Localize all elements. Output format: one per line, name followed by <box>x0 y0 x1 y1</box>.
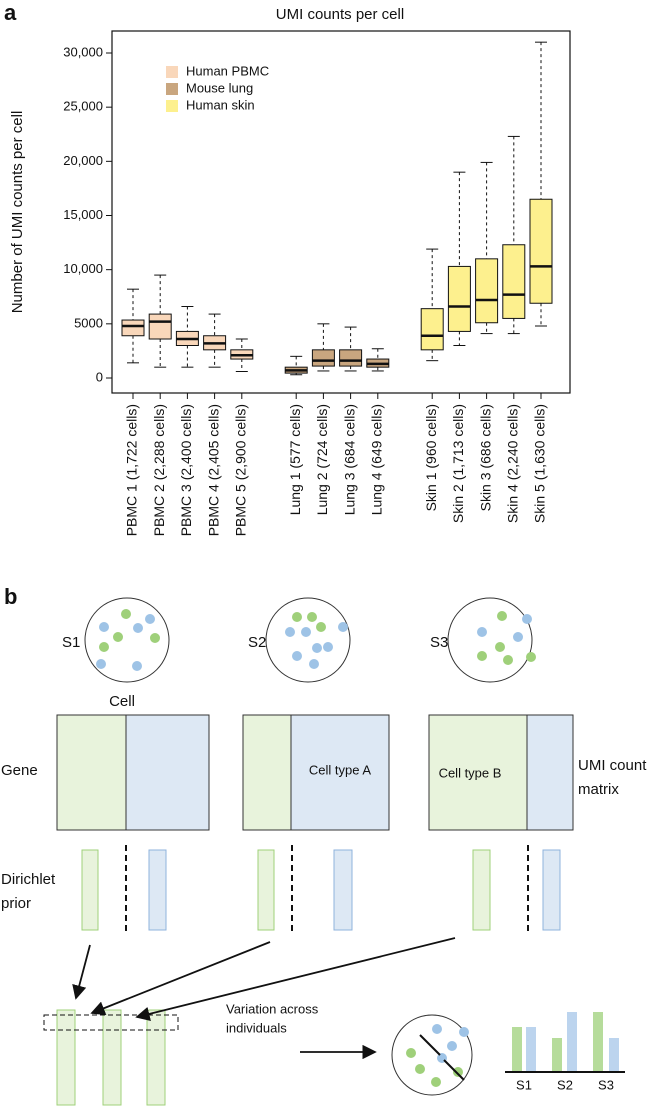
y-axis-label: Number of UMI counts per cell <box>9 111 26 314</box>
legend-swatch <box>166 66 178 78</box>
box <box>420 308 444 351</box>
sample-label: S2 <box>248 634 266 651</box>
y-tick-label: 30,000 <box>63 44 103 59</box>
x-tick-label: PBMC 5 (2,900 cells) <box>233 404 249 536</box>
x-tick-label: Lung 3 (684 cells) <box>341 404 357 515</box>
x-tick-label: PBMC 1 (1,722 cells) <box>124 404 140 536</box>
legend-label: Mouse lung <box>186 80 253 95</box>
box <box>502 244 526 319</box>
y-tick-label: 5000 <box>74 315 103 330</box>
y-tick-label: 25,000 <box>63 99 103 114</box>
panel-label: b <box>4 584 17 609</box>
box <box>121 319 145 337</box>
box <box>148 313 172 340</box>
panel-label: a <box>4 0 17 25</box>
legend-label: Human skin <box>186 97 255 112</box>
prior-label: Dirichlet <box>1 871 56 888</box>
box <box>447 265 471 332</box>
box <box>529 198 553 304</box>
plot-frame <box>111 30 571 394</box>
x-tick-label: Skin 2 (1,713 cells) <box>450 404 466 523</box>
y-tick-label: 10,000 <box>63 261 103 276</box>
box <box>475 258 499 324</box>
x-tick-label: Skin 1 (960 cells) <box>423 404 439 511</box>
cell-type-label: Cell type A <box>309 762 371 777</box>
bar-label: S1 <box>516 1077 532 1092</box>
gene-label: Gene <box>1 762 38 779</box>
box <box>339 349 363 367</box>
box <box>311 349 335 367</box>
x-tick-label: PBMC 4 (2,405 cells) <box>205 404 221 536</box>
variation-label: Variation across <box>226 1001 319 1016</box>
legend-swatch <box>166 83 178 95</box>
y-tick-label: 0 <box>96 369 103 384</box>
chart-title: UMI counts per cell <box>276 6 404 23</box>
x-tick-label: PBMC 3 (2,400 cells) <box>178 404 194 536</box>
x-tick-label: Skin 3 (686 cells) <box>477 404 493 511</box>
cell-label: Cell <box>109 693 135 710</box>
matrix-label: UMI count <box>578 757 647 774</box>
bar-label: S3 <box>598 1077 614 1092</box>
x-tick-label: Skin 4 (2,240 cells) <box>505 404 521 523</box>
y-tick-label: 15,000 <box>63 207 103 222</box>
legend-swatch <box>166 100 178 112</box>
x-tick-label: Lung 1 (577 cells) <box>287 404 303 515</box>
diagram <box>43 597 625 1106</box>
sample-label: S3 <box>430 634 448 651</box>
legend-label: Human PBMC <box>186 63 269 78</box>
y-tick-label: 20,000 <box>63 153 103 168</box>
variation-label: individuals <box>226 1020 287 1035</box>
matrix-label: matrix <box>578 781 619 798</box>
sample-label: S1 <box>62 634 80 651</box>
cell-type-label: Cell type B <box>439 765 502 780</box>
bar-label: S2 <box>557 1077 573 1092</box>
x-tick-label: Lung 4 (649 cells) <box>369 404 385 515</box>
x-tick-label: Skin 5 (1,630 cells) <box>532 404 548 523</box>
x-tick-label: PBMC 2 (2,288 cells) <box>151 404 167 536</box>
x-tick-label: Lung 2 (724 cells) <box>314 404 330 515</box>
prior-label: prior <box>1 895 31 912</box>
